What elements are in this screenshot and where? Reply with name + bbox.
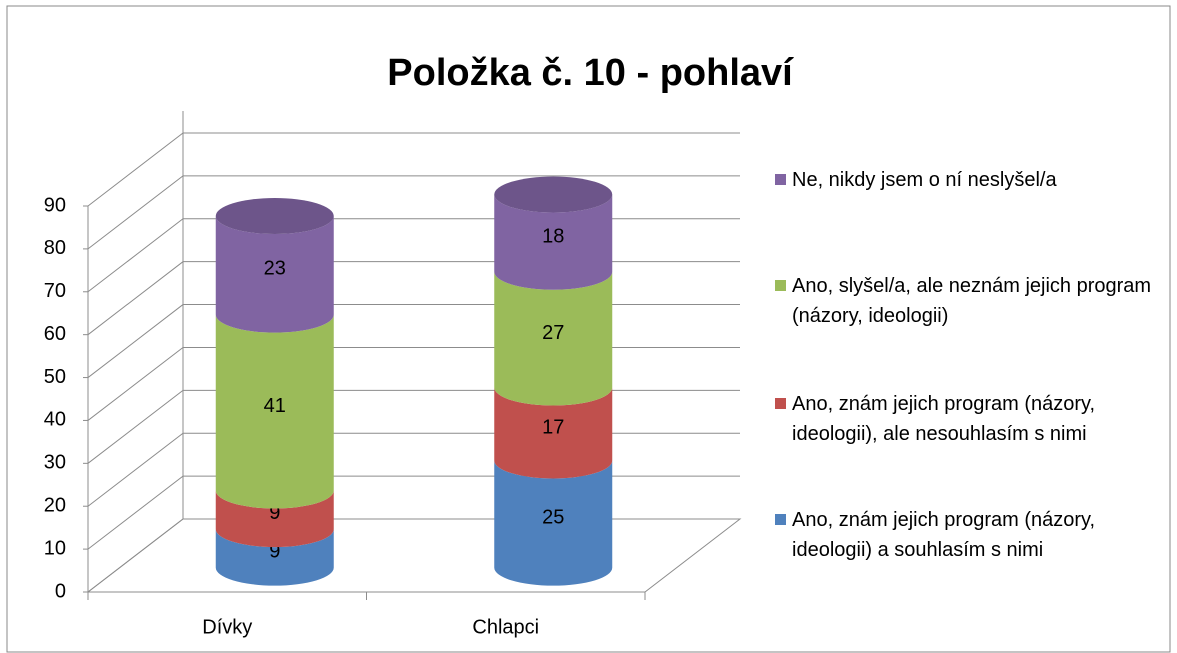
bar-segment	[215, 314, 334, 509]
x-tick-label: Dívky	[202, 616, 252, 638]
legend-label: Ano, slyšel/a, ale neznám jejich program…	[792, 275, 1152, 327]
y-tick-label: 30	[44, 452, 66, 474]
bar-segment	[494, 460, 613, 586]
legend-label: Ne, nikdy jsem o ní neslyšel/a	[792, 169, 1057, 191]
y-tick-label: 0	[55, 580, 66, 602]
legend-swatch	[775, 280, 786, 291]
y-tick-label: 40	[44, 409, 66, 431]
bar-segment	[215, 529, 334, 586]
bar-top	[494, 176, 613, 213]
chart-title: Položka č. 10 - pohlaví	[387, 52, 794, 94]
legend-label: Ano, znám jejich program (názory, ideolo…	[792, 393, 1096, 445]
y-tick-label: 70	[44, 280, 66, 302]
y-tick-label: 50	[44, 366, 66, 388]
legend-item: Ano, znám jejich program (názory, ideolo…	[775, 505, 1160, 565]
bar-segment	[494, 271, 613, 406]
legend-label: Ano, znám jejich program (názory, ideolo…	[792, 509, 1096, 561]
data-label: 25	[542, 506, 564, 528]
y-tick-label: 20	[44, 495, 66, 517]
grid-line	[87, 175, 740, 250]
legend-swatch	[775, 514, 786, 525]
data-label: 9	[269, 502, 280, 524]
bar-segment	[215, 490, 334, 548]
data-label: 41	[264, 395, 286, 417]
legend-item: Ne, nikdy jsem o ní neslyšel/a	[775, 165, 1160, 195]
y-tick-label: 80	[44, 237, 66, 259]
bar-segment	[494, 194, 613, 290]
data-label: 9	[269, 541, 280, 563]
grid-line	[87, 132, 740, 207]
legend-item: Ano, znám jejich program (názory, ideolo…	[775, 389, 1160, 449]
data-label: 23	[264, 258, 286, 280]
y-tick-label: 10	[44, 537, 66, 559]
bar-segment	[215, 215, 334, 333]
y-tick-label: 90	[44, 194, 66, 216]
legend-item: Ano, slyšel/a, ale neznám jejich program…	[775, 271, 1160, 331]
bar-top	[215, 197, 334, 234]
data-label: 17	[542, 416, 564, 438]
x-tick-label: Chlapci	[472, 616, 539, 638]
y-tick-label: 60	[44, 323, 66, 345]
data-label: 27	[542, 322, 564, 344]
legend-swatch	[775, 398, 786, 409]
legend-swatch	[775, 174, 786, 185]
bar-segment	[494, 387, 613, 479]
data-label: 18	[542, 225, 564, 247]
